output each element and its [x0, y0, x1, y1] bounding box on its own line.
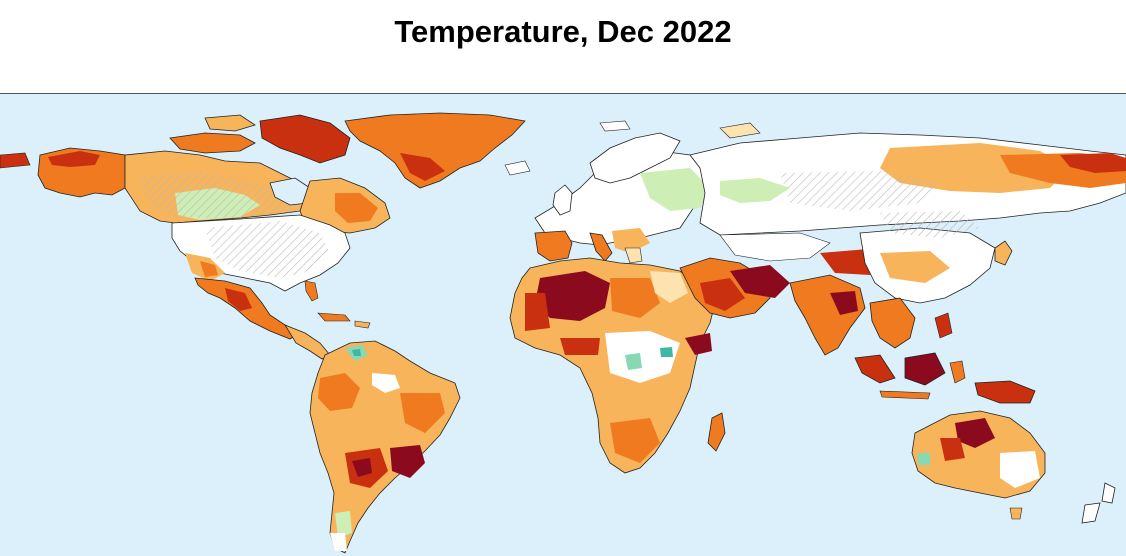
region-australia-white: [1000, 451, 1040, 488]
region-west-africa-hot: [560, 338, 600, 355]
region-iran-extreme: [730, 265, 790, 298]
region-australia-extreme: [955, 418, 995, 448]
africa: [509, 257, 726, 474]
region-arctic-islands: [169, 132, 256, 154]
region-far-east-extreme: [1060, 153, 1126, 173]
region-central-africa-cold: [625, 353, 642, 370]
region-southeast-asia: [869, 297, 916, 349]
region-new-zealand-south: [1081, 502, 1101, 524]
region-sulawesi: [949, 360, 966, 384]
region-australia-cold: [918, 453, 930, 465]
region-europe-cool: [640, 168, 710, 211]
region-madagascar: [707, 412, 726, 452]
region-sudan-cold: [660, 347, 673, 357]
region-tasmania: [1009, 507, 1023, 520]
region-novaya-zemlya: [719, 122, 761, 139]
region-mexico-extreme: [225, 288, 252, 311]
region-sahara-hot: [525, 293, 550, 331]
south-america: [309, 340, 461, 554]
region-greece: [624, 247, 643, 264]
region-chukotka: [0, 152, 31, 169]
region-arctic-islands-2: [259, 114, 351, 164]
region-usa-hatch: [205, 221, 330, 278]
region-italy: [589, 232, 613, 262]
region-horn-extreme: [685, 333, 712, 355]
region-southern-africa-hot: [610, 418, 660, 463]
region-alaska-north: [48, 151, 100, 167]
region-patagonia-white: [330, 533, 347, 551]
region-florida: [304, 280, 319, 302]
asia: [679, 132, 1126, 404]
region-new-guinea: [974, 380, 1036, 404]
region-caribbean-2: [354, 320, 371, 329]
region-scandinavia: [589, 132, 681, 184]
europe: [534, 132, 710, 264]
region-argentina-extreme: [352, 458, 372, 477]
region-iberia: [534, 230, 573, 262]
region-indonesia-west: [854, 354, 896, 384]
region-caribbean: [317, 312, 351, 322]
region-siberia-hatch: [780, 171, 940, 211]
region-brazil-east: [400, 393, 445, 433]
region-japan: [994, 240, 1013, 266]
region-quebec-warm: [335, 193, 378, 223]
region-sahara-warm: [610, 278, 660, 318]
region-india-extreme: [830, 291, 858, 315]
region-philippines: [934, 312, 953, 339]
region-china-hot: [880, 251, 950, 283]
region-sa-north-hot: [318, 373, 360, 411]
region-arabia-extreme: [700, 278, 745, 311]
region-balkans: [612, 228, 650, 253]
region-iceland: [504, 160, 531, 176]
region-egypt-white: [650, 271, 688, 303]
oceania: [911, 410, 1116, 524]
region-new-zealand-north: [1101, 482, 1116, 504]
region-sa-cold-2: [352, 349, 361, 356]
region-russia-cool: [720, 178, 790, 203]
region-java: [879, 390, 931, 400]
region-central-asia: [719, 232, 831, 262]
map-title: Temperature, Dec 2022: [394, 14, 732, 49]
region-sa-white: [372, 373, 400, 393]
region-canada-hatch: [140, 171, 300, 218]
region-mongolia-hatch: [880, 211, 980, 238]
north-america: [37, 114, 391, 360]
region-brazil-south-extreme: [390, 445, 425, 478]
region-arctic-islands-3: [204, 114, 256, 132]
region-usa-southwest-hot: [200, 261, 218, 277]
region-australia-hot: [940, 438, 965, 461]
temperature-anomaly-map: [0, 93, 1126, 556]
region-central-africa-white: [605, 331, 680, 383]
region-uk: [552, 184, 573, 216]
title-bar: Temperature, Dec 2022: [0, 0, 1126, 93]
region-greenland-south: [400, 153, 445, 181]
region-patagonia-cool: [335, 511, 352, 538]
region-sahara-extreme: [535, 271, 610, 321]
region-greenland: [344, 112, 526, 189]
region-svalbard: [599, 120, 631, 132]
region-borneo: [904, 352, 946, 386]
